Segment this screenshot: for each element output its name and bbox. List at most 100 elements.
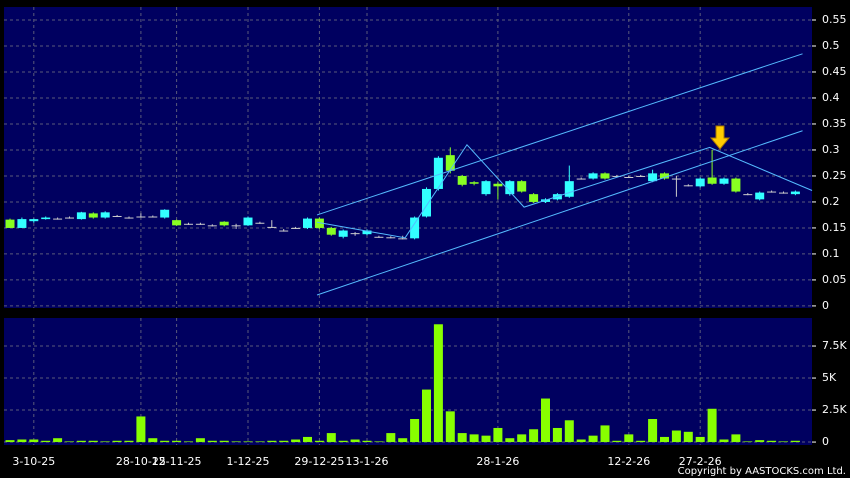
volume-bar: [445, 411, 455, 443]
volume-bar: [303, 436, 312, 443]
volume-bar: [564, 420, 574, 443]
candle-body: [707, 177, 717, 184]
candle-body: [695, 178, 705, 187]
volume-bar: [112, 440, 122, 443]
volume-bar: [5, 440, 15, 443]
candle-body: [493, 183, 503, 187]
x-tick-label: 28-1-26: [476, 455, 519, 468]
candle-body: [779, 192, 788, 194]
candle-body: [671, 178, 681, 180]
candle-body: [231, 225, 241, 227]
candle-body: [564, 181, 574, 197]
volume-bar: [624, 434, 634, 443]
volume-bar: [600, 425, 610, 443]
volume-bar: [350, 439, 360, 443]
volume-bar: [231, 441, 241, 443]
volume-bar: [29, 439, 39, 443]
candle-body: [374, 236, 384, 238]
y-tick-label: 0.45: [822, 65, 847, 78]
volume-bar: [612, 440, 622, 443]
volume-bar: [719, 439, 729, 443]
candle-body: [112, 215, 122, 217]
candle-body: [124, 217, 134, 219]
volume-bar: [576, 439, 586, 443]
volume-bar: [362, 440, 372, 443]
candle-body: [291, 227, 301, 229]
volume-panel: [4, 318, 812, 445]
candle-body: [386, 237, 396, 239]
candle-body: [17, 219, 27, 228]
volume-bar: [88, 440, 98, 443]
candle-body: [362, 230, 372, 235]
volume-bar: [267, 440, 277, 443]
volume-bar: [636, 440, 646, 443]
volume-bar: [552, 427, 562, 443]
y-tick-label: 0.05: [822, 273, 847, 286]
candle-body: [5, 219, 15, 228]
candle-body: [255, 222, 265, 224]
candle-body: [600, 173, 610, 179]
volume-bar: [588, 435, 598, 443]
candle-body: [303, 218, 312, 228]
candle-body: [88, 213, 98, 218]
x-tick-label: 12-2-26: [607, 455, 650, 468]
volume-bar: [731, 434, 741, 443]
marker-arrow: [709, 125, 731, 150]
trend-line: [316, 143, 813, 239]
y-tick-label: 7.5K: [822, 339, 847, 352]
y-tick-label: 2.5K: [822, 403, 847, 416]
candle-body: [612, 175, 622, 177]
volume-bar: [207, 440, 217, 443]
x-tick-label: 12-11-25: [152, 455, 202, 468]
y-tick-label: 0.35: [822, 117, 847, 130]
volume-bar: [683, 431, 693, 443]
volume-bar: [767, 440, 777, 443]
volume-bar: [53, 438, 63, 443]
volume-bar: [243, 441, 253, 443]
candle-body: [267, 226, 277, 228]
candle-body: [243, 217, 253, 226]
candle-body: [279, 230, 289, 232]
candle-body: [350, 233, 360, 235]
volume-bar: [195, 438, 205, 443]
candle-body: [636, 175, 646, 177]
candle-body: [338, 230, 348, 237]
candle-body: [648, 173, 658, 182]
candle-body: [136, 216, 146, 218]
candle-body: [767, 191, 777, 193]
volume-bar: [541, 398, 550, 443]
candle-body: [398, 238, 408, 240]
y-tick-label: 0.5: [822, 39, 840, 52]
candle-body: [755, 192, 765, 200]
plot-layer: 0 0.05 0.1 0.15 0.2 0.25 0.3 0.35 0.4 0.45 0.5 0.55…: [4, 7, 847, 468]
volume-bar: [386, 433, 396, 443]
volume-bar: [374, 441, 384, 443]
volume-bar: [469, 434, 479, 443]
x-tick-label: 29-12-25: [294, 455, 344, 468]
volume-bar: [17, 439, 27, 443]
candle-body: [422, 188, 431, 217]
y-tick-label: 0.1: [822, 247, 840, 260]
volume-bar: [755, 440, 765, 443]
candle-body: [65, 217, 74, 219]
candle-body: [160, 209, 170, 218]
candle-body: [410, 217, 420, 239]
volume-bar: [338, 440, 348, 443]
trend-line: [316, 130, 803, 296]
volume-bar: [743, 441, 753, 443]
volume-bar: [291, 439, 301, 443]
volume-bar: [65, 441, 74, 443]
volume-bar: [148, 438, 158, 443]
candle-body: [29, 219, 39, 222]
candle-body: [41, 217, 51, 220]
volume-bar: [76, 440, 86, 443]
volume-bar: [410, 419, 420, 443]
x-tick-label: 27-2-26: [679, 455, 722, 468]
candle-body: [433, 157, 443, 189]
candle-body: [457, 175, 467, 185]
x-tick-label: 28-10-25: [116, 455, 166, 468]
volume-bar: [184, 441, 193, 443]
y-tick-label: 0.2: [822, 195, 840, 208]
volume-bar: [326, 433, 336, 443]
volume-bar: [398, 438, 408, 443]
